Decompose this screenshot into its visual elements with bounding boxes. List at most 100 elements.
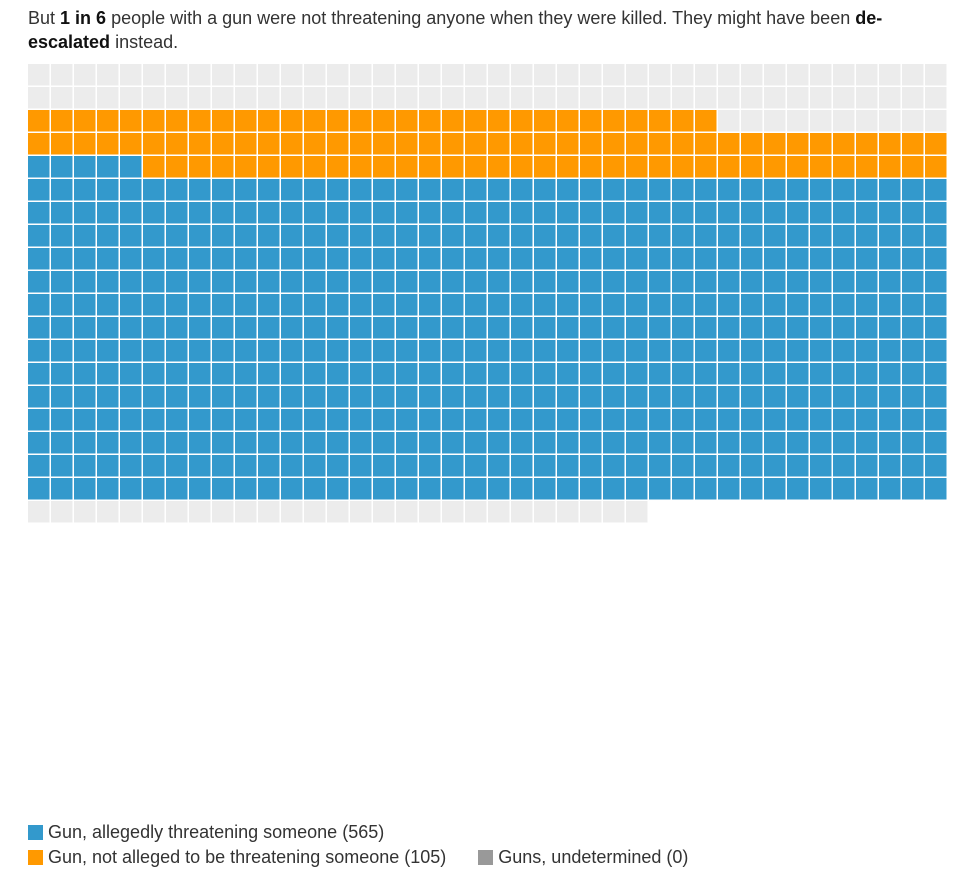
waffle-cell-threatening (51, 156, 73, 178)
waffle-cell-threatening (465, 478, 487, 500)
legend: Gun, allegedly threatening someone (565)… (28, 820, 958, 870)
waffle-cell-threatening (442, 432, 464, 454)
waffle-cell-threatening (258, 248, 280, 270)
waffle-cell-threatening (304, 225, 326, 247)
waffle-cell-threatening (764, 455, 786, 477)
waffle-cell-threatening (649, 432, 671, 454)
waffle-cell-threatening (649, 202, 671, 224)
waffle-cell-empty (442, 501, 464, 523)
waffle-cell-threatening (396, 317, 418, 339)
waffle-cell-threatening (879, 386, 901, 408)
waffle-cell-threatening (235, 455, 257, 477)
waffle-cell-threatening (764, 294, 786, 316)
waffle-cell-empty (879, 87, 901, 109)
waffle-cell-threatening (442, 202, 464, 224)
waffle-cell-not-threatening (350, 110, 372, 132)
waffle-cell-threatening (327, 317, 349, 339)
waffle-cell-threatening (810, 455, 832, 477)
waffle-cell-empty (97, 501, 119, 523)
waffle-cell-threatening (166, 386, 188, 408)
waffle-cell-threatening (97, 156, 119, 178)
waffle-cell-not-threatening (465, 110, 487, 132)
waffle-cell-not-threatening (695, 110, 717, 132)
waffle-cell-threatening (373, 363, 395, 385)
waffle-cell-threatening (419, 294, 441, 316)
waffle-cell-threatening (718, 248, 740, 270)
waffle-cell-threatening (235, 317, 257, 339)
waffle-cell-empty (741, 87, 763, 109)
waffle-cell-threatening (304, 340, 326, 362)
waffle-cell-threatening (511, 202, 533, 224)
waffle-cell-not-threatening (166, 156, 188, 178)
waffle-cell-not-threatening (810, 156, 832, 178)
waffle-cell-threatening (189, 248, 211, 270)
waffle-cell-threatening (603, 317, 625, 339)
waffle-cell-empty (373, 64, 395, 86)
waffle-cell-not-threatening (879, 156, 901, 178)
waffle-cell-threatening (304, 271, 326, 293)
waffle-cell-threatening (764, 179, 786, 201)
waffle-cell-threatening (143, 363, 165, 385)
waffle-cell-threatening (511, 317, 533, 339)
waffle-cell-not-threatening (856, 156, 878, 178)
waffle-cell-threatening (511, 340, 533, 362)
waffle-cell-threatening (718, 386, 740, 408)
waffle-cell-threatening (419, 248, 441, 270)
waffle-cell-threatening (373, 340, 395, 362)
waffle-cell-threatening (396, 455, 418, 477)
chart-headline: But 1 in 6 people with a gun were not th… (28, 6, 958, 54)
waffle-cell-threatening (396, 179, 418, 201)
waffle-cell-empty (327, 501, 349, 523)
waffle-cell-threatening (189, 225, 211, 247)
waffle-cell-threatening (488, 478, 510, 500)
waffle-cell-threatening (718, 432, 740, 454)
waffle-cell-threatening (396, 386, 418, 408)
waffle-cell-empty (718, 110, 740, 132)
waffle-cell-threatening (534, 317, 556, 339)
waffle-cell-threatening (143, 317, 165, 339)
waffle-cell-threatening (649, 478, 671, 500)
waffle-cell-threatening (672, 317, 694, 339)
waffle-cell-threatening (304, 294, 326, 316)
waffle-cell-threatening (856, 179, 878, 201)
waffle-cell-empty (488, 501, 510, 523)
waffle-cell-not-threatening (373, 156, 395, 178)
waffle-cell-not-threatening (281, 156, 303, 178)
waffle-cell-threatening (833, 386, 855, 408)
waffle-cell-threatening (580, 455, 602, 477)
waffle-cell-threatening (189, 317, 211, 339)
waffle-cell-threatening (28, 156, 50, 178)
waffle-cell-threatening (465, 225, 487, 247)
waffle-cell-threatening (557, 455, 579, 477)
waffle-cell-threatening (189, 386, 211, 408)
waffle-cell-threatening (925, 294, 947, 316)
waffle-cell-empty (626, 501, 648, 523)
waffle-cell-threatening (212, 340, 234, 362)
waffle-cell-threatening (833, 248, 855, 270)
waffle-cell-empty (143, 87, 165, 109)
waffle-cell-not-threatening (143, 133, 165, 155)
waffle-cell-threatening (833, 271, 855, 293)
waffle-cell-threatening (166, 294, 188, 316)
legend-swatch-not-threatening (28, 850, 43, 865)
waffle-cell-threatening (189, 271, 211, 293)
waffle-cell-not-threatening (672, 156, 694, 178)
waffle-cell-threatening (856, 478, 878, 500)
waffle-cell-threatening (235, 409, 257, 431)
waffle-cell-threatening (120, 363, 142, 385)
waffle-cell-empty (557, 87, 579, 109)
waffle-cell-threatening (419, 202, 441, 224)
waffle-cell-threatening (419, 225, 441, 247)
waffle-cell-empty (764, 64, 786, 86)
waffle-cell-threatening (235, 202, 257, 224)
waffle-cell-threatening (258, 363, 280, 385)
waffle-cell-threatening (534, 478, 556, 500)
waffle-cell-threatening (833, 363, 855, 385)
waffle-cell-empty (304, 501, 326, 523)
waffle-cell-threatening (281, 409, 303, 431)
waffle-cell-threatening (120, 455, 142, 477)
waffle-cell-threatening (580, 409, 602, 431)
waffle-cell-threatening (258, 455, 280, 477)
waffle-cell-not-threatening (28, 133, 50, 155)
waffle-cell-threatening (695, 202, 717, 224)
